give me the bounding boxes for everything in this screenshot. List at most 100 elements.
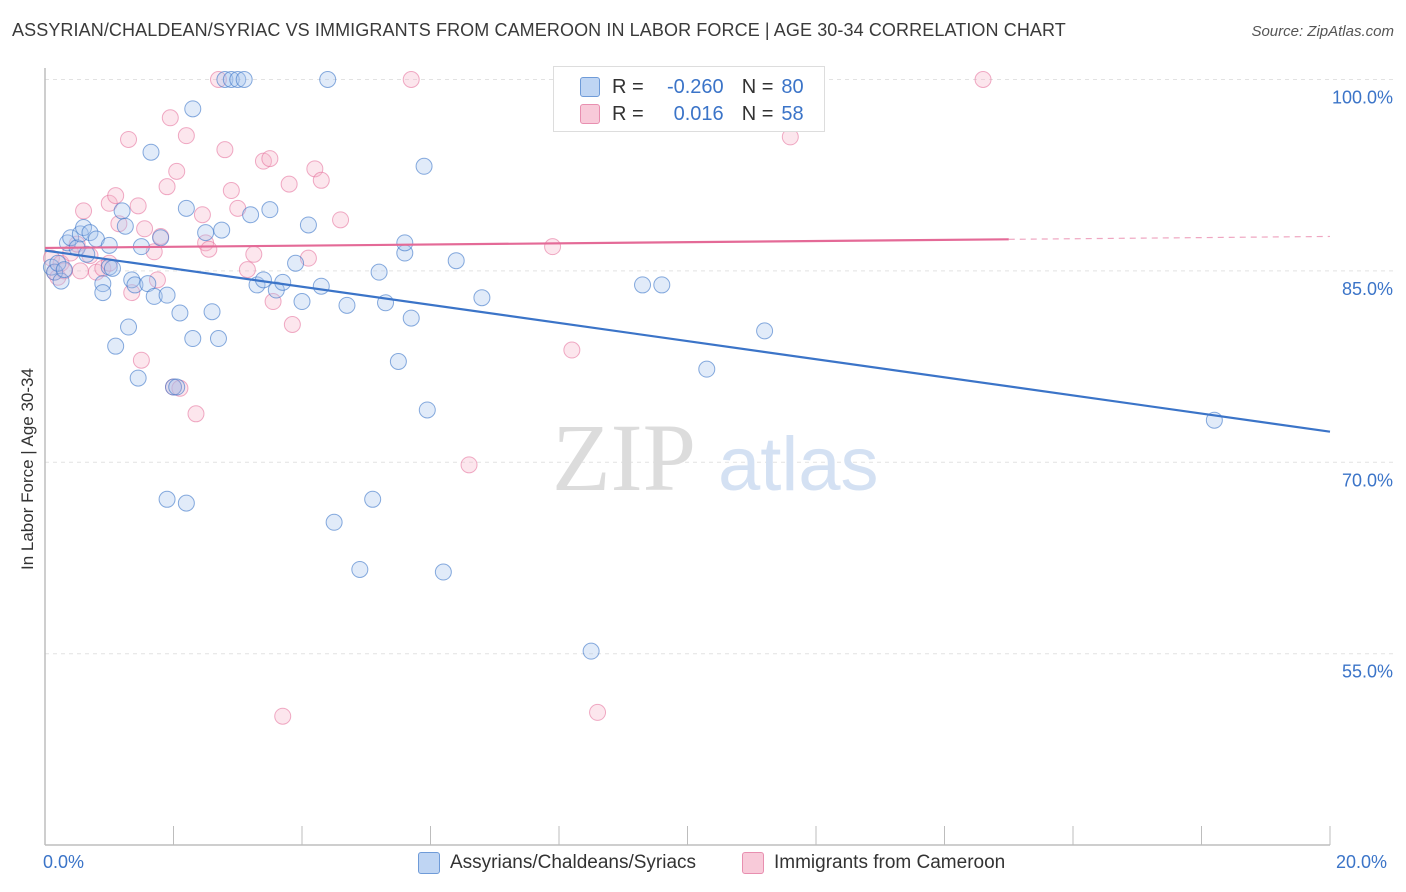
point-cameroon [158, 178, 176, 196]
point-cameroon [460, 456, 478, 474]
point-cameroon [216, 141, 234, 159]
trend-line-cameroon-extension [1008, 235, 1331, 240]
point-assyrian [184, 330, 202, 348]
trend-line-cameroon [44, 238, 1009, 250]
point-cameroon [563, 341, 581, 359]
legend-n-label: N = [741, 102, 774, 125]
point-cameroon [107, 187, 125, 205]
series-cameroon-points [42, 71, 992, 725]
point-cameroon [222, 182, 240, 200]
point-assyrian [338, 296, 356, 314]
point-cameroon [283, 315, 301, 333]
watermark: ZIP atlas [552, 404, 879, 511]
point-assyrian [447, 252, 465, 270]
point-cameroon [312, 171, 330, 189]
series-assyrian-points [42, 71, 1223, 660]
point-assyrian [168, 378, 186, 396]
legend-row-cameroon: R = 0.016 N = 58 [580, 101, 804, 127]
y-axis-label: In Labor Force | Age 30-34 [18, 368, 37, 570]
point-assyrian [473, 289, 491, 307]
point-assyrian [55, 261, 73, 279]
point-assyrian [81, 224, 99, 242]
point-cameroon [544, 238, 562, 256]
point-assyrian [177, 199, 195, 217]
chart-title: ASSYRIAN/CHALDEAN/SYRIAC VS IMMIGRANTS F… [12, 20, 1066, 40]
point-assyrian [287, 254, 305, 272]
point-assyrian [756, 322, 774, 340]
point-assyrian [299, 216, 317, 234]
point-assyrian [213, 221, 231, 239]
point-assyrian [364, 490, 382, 508]
point-assyrian [209, 330, 227, 348]
legend-swatch-pink [580, 104, 600, 124]
y-tick-label: 85.0% [1342, 279, 1393, 299]
point-assyrian [634, 276, 652, 294]
grid [45, 79, 1395, 655]
point-cameroon [274, 707, 292, 725]
legend-r-label: R = [612, 75, 644, 98]
point-cameroon [136, 220, 154, 238]
point-assyrian [351, 560, 369, 578]
point-assyrian [242, 206, 260, 224]
y-tick-label: 100.0% [1332, 88, 1393, 108]
point-cameroon [193, 206, 211, 224]
point-cameroon [71, 262, 89, 280]
point-assyrian [582, 642, 600, 660]
point-assyrian [107, 337, 125, 355]
y-tick-label: 55.0% [1342, 662, 1393, 682]
bottom-legend-assyrian: Assyrians/Chaldeans/Syriacs [418, 852, 696, 874]
point-assyrian [94, 275, 112, 293]
point-assyrian [698, 360, 716, 378]
source-label: Source: ZipAtlas.com [1251, 23, 1394, 40]
point-assyrian [158, 490, 176, 508]
point-cameroon [209, 71, 227, 88]
point-assyrian [103, 259, 121, 277]
point-assyrian [229, 71, 247, 88]
point-assyrian [158, 286, 176, 304]
point-assyrian [142, 143, 160, 161]
point-assyrian [46, 263, 64, 281]
point-cameroon [402, 71, 420, 88]
point-assyrian [203, 303, 221, 321]
point-assyrian [434, 563, 452, 581]
point-cameroon [238, 261, 256, 279]
point-assyrian [49, 254, 67, 272]
point-cameroon [187, 405, 205, 423]
point-cameroon [974, 71, 992, 88]
stats-legend: R = -0.260 N = 80 R = 0.016 N = 58 [553, 66, 825, 132]
point-assyrian [145, 287, 163, 305]
point-assyrian [415, 157, 433, 175]
point-assyrian [171, 304, 189, 322]
watermark-zip: ZIP [552, 404, 696, 511]
point-assyrian [216, 71, 234, 88]
point-assyrian [123, 271, 141, 289]
point-assyrian [62, 229, 80, 247]
point-assyrian [418, 401, 436, 419]
point-assyrian [325, 513, 343, 531]
point-cameroon [177, 127, 195, 145]
trend-lines [44, 235, 1331, 433]
trend-line-assyrian [44, 249, 1331, 433]
point-cameroon [161, 109, 179, 127]
point-cameroon [200, 240, 218, 258]
point-assyrian [177, 494, 195, 512]
point-cameroon [120, 130, 138, 148]
point-cameroon [75, 202, 93, 220]
point-cameroon [299, 249, 317, 267]
legend-row-assyrian: R = -0.260 N = 80 [580, 74, 804, 100]
point-assyrian [116, 217, 134, 235]
y-tick-label: 70.0% [1342, 470, 1393, 490]
point-assyrian [113, 202, 131, 220]
point-cameroon [332, 211, 350, 229]
point-cameroon [132, 351, 150, 369]
bottom-legend-label: Assyrians/Chaldeans/Syriacs [450, 852, 697, 873]
point-cameroon [261, 150, 279, 168]
legend-n-value: 80 [781, 75, 804, 98]
legend-swatch-blue [580, 77, 600, 97]
point-assyrian [389, 352, 407, 370]
point-assyrian [129, 369, 147, 387]
point-assyrian [100, 236, 118, 254]
point-cameroon [280, 175, 298, 193]
point-cameroon [589, 703, 607, 721]
